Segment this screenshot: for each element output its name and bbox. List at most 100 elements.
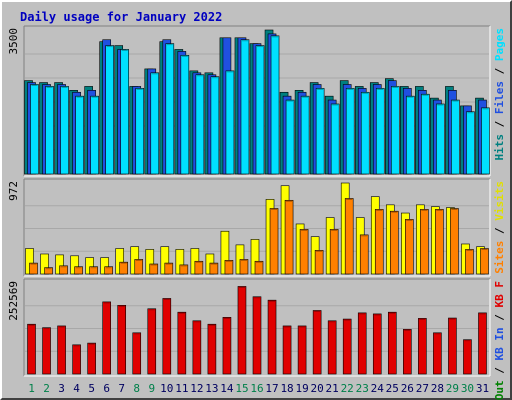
bar-sites-day-1 — [29, 262, 38, 275]
legend-entry: Pages — [493, 28, 506, 68]
bar-sites-day-20 — [314, 250, 324, 275]
bar-kb-f-day-2 — [42, 327, 51, 375]
bar-sites-day-23 — [359, 234, 369, 275]
legend-entry: / — [493, 227, 506, 241]
bar-pages-day-17 — [270, 35, 280, 175]
day-label: 24 — [371, 382, 385, 395]
bar-kb-f-day-20 — [312, 310, 322, 375]
day-label: 7 — [118, 382, 125, 395]
bar-kb-f-day-30 — [463, 339, 472, 375]
bar-kb-f-day-6 — [102, 301, 111, 375]
legend-entry: Sites — [493, 241, 506, 274]
bar-kb-f-day-10 — [162, 298, 172, 375]
day-label: 3 — [58, 382, 65, 395]
bar-sites-day-3 — [59, 265, 68, 275]
bar-pages-day-12 — [195, 74, 205, 175]
bar-kb-f-day-16 — [252, 296, 262, 375]
bar-pages-day-31 — [481, 107, 490, 175]
bar-kb-f-day-13 — [207, 323, 217, 375]
bar-sites-day-10 — [164, 262, 174, 275]
bar-sites-day-16 — [254, 260, 264, 275]
bar-kb-f-day-22 — [342, 318, 352, 375]
bar-sites-day-11 — [179, 264, 189, 275]
bar-pages-day-2 — [45, 86, 54, 175]
day-label: 29 — [446, 382, 459, 395]
bar-sites-day-15 — [239, 259, 249, 275]
bar-pages-day-7 — [120, 49, 130, 175]
bar-pages-day-24 — [375, 88, 385, 175]
bar-kb-f-day-21 — [327, 320, 337, 375]
bar-pages-day-15 — [240, 39, 250, 175]
bar-sites-day-13 — [209, 262, 219, 275]
bar-sites-day-6 — [104, 266, 113, 275]
bar-sites-day-26 — [405, 219, 414, 275]
bar-kb-f-day-23 — [357, 312, 367, 375]
bar-sites-day-29 — [450, 208, 459, 275]
bar-sites-day-30 — [465, 249, 474, 275]
day-label: 14 — [220, 382, 234, 395]
bar-kb-f-day-18 — [282, 325, 292, 375]
bar-sites-day-2 — [44, 267, 53, 275]
bar-kb-f-day-28 — [433, 332, 442, 375]
day-label: 9 — [148, 382, 155, 395]
day-label: 5 — [88, 382, 95, 395]
bar-pages-day-22 — [345, 88, 355, 175]
legend-entry: KB F — [493, 281, 506, 314]
bar-pages-day-4 — [75, 95, 84, 175]
legend-kbytes: KB Out / KB In / KB F — [493, 281, 506, 400]
bar-kb-f-day-15 — [237, 286, 247, 375]
bar-sites-day-17 — [269, 208, 279, 275]
y-max-label: 252569 — [7, 281, 20, 321]
day-label: 18 — [280, 382, 293, 395]
legend-entry: Visits — [493, 181, 506, 227]
bar-sites-day-31 — [480, 248, 489, 275]
chart-title: Daily usage for January 2022 — [20, 10, 223, 24]
day-label: 20 — [311, 382, 324, 395]
bar-pages-day-20 — [315, 88, 325, 175]
legend-entry: / — [493, 120, 506, 134]
day-label: 21 — [326, 382, 339, 395]
bar-pages-day-10 — [165, 43, 175, 175]
y-max-label: 972 — [7, 181, 20, 201]
bar-kb-f-day-27 — [418, 318, 427, 375]
bar-sites-day-5 — [89, 266, 98, 275]
day-label: 25 — [386, 382, 399, 395]
bar-sites-day-27 — [420, 209, 429, 275]
bar-pages-day-28 — [436, 103, 445, 175]
bar-kb-f-day-5 — [87, 342, 96, 375]
bar-kb-f-day-3 — [57, 325, 66, 375]
bar-pages-day-26 — [406, 95, 415, 175]
day-label: 22 — [341, 382, 354, 395]
bar-pages-day-13 — [210, 76, 220, 175]
day-label: 17 — [265, 382, 278, 395]
bar-pages-day-29 — [451, 99, 460, 175]
day-label: 11 — [175, 382, 188, 395]
day-label: 30 — [461, 382, 474, 395]
bar-sites-day-28 — [435, 209, 444, 275]
legend-entry: KB Out — [493, 380, 506, 400]
day-label: 6 — [103, 382, 110, 395]
bar-pages-day-27 — [421, 93, 430, 175]
bar-sites-day-21 — [329, 229, 339, 275]
day-label: 27 — [416, 382, 429, 395]
bar-kb-f-day-26 — [403, 329, 412, 375]
bar-pages-day-6 — [105, 45, 114, 175]
bar-sites-day-22 — [344, 198, 354, 275]
day-label: 1 — [28, 382, 35, 395]
bar-kb-f-day-31 — [478, 312, 487, 375]
bar-pages-day-25 — [390, 86, 400, 175]
bar-kb-f-day-19 — [297, 325, 307, 375]
day-label: 19 — [295, 382, 308, 395]
bar-pages-day-5 — [90, 95, 99, 175]
bar-kb-f-day-25 — [387, 311, 397, 375]
bar-pages-day-23 — [360, 91, 370, 175]
bar-kb-f-day-9 — [147, 308, 157, 375]
bar-pages-day-1 — [30, 84, 39, 175]
bar-pages-day-11 — [180, 54, 190, 175]
day-label: 16 — [250, 382, 263, 395]
bar-kb-f-day-1 — [27, 323, 36, 375]
bar-sites-day-19 — [299, 229, 309, 275]
day-label: 28 — [431, 382, 444, 395]
bar-pages-day-19 — [300, 95, 310, 175]
